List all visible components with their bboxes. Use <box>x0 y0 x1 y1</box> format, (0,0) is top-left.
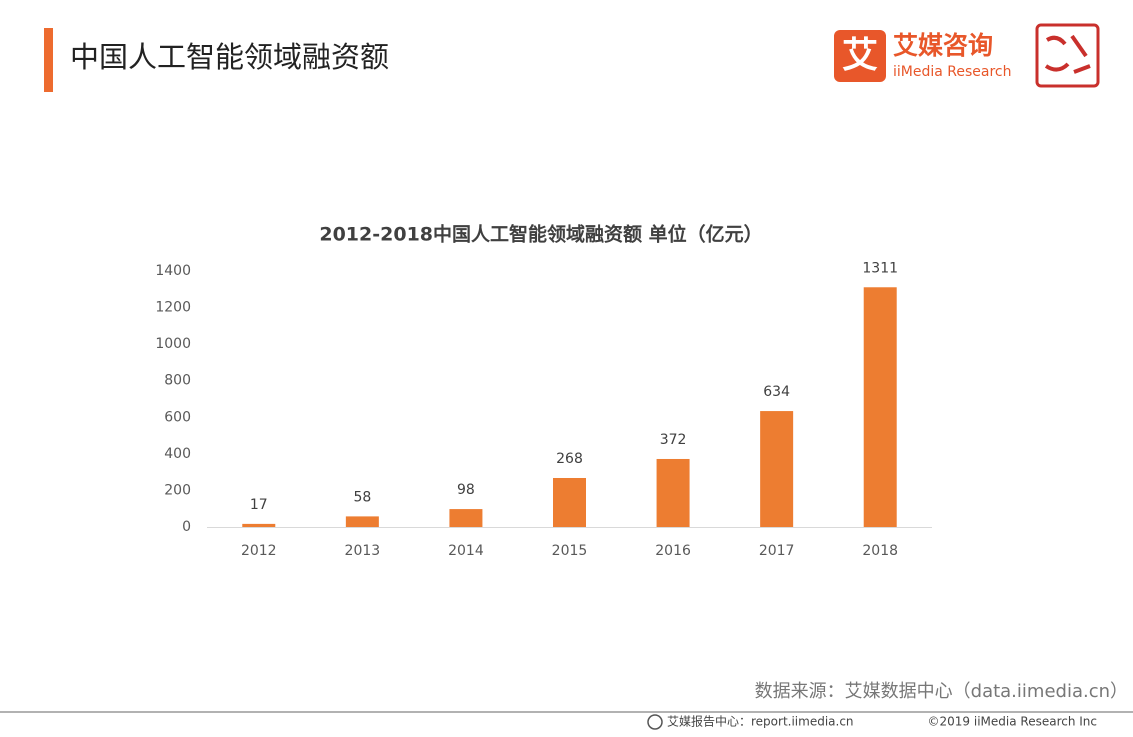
x-tick-label: 2017 <box>759 543 795 559</box>
value-label: 1311 <box>862 260 898 276</box>
x-tick-label: 2015 <box>552 543 588 559</box>
title-accent <box>44 28 53 92</box>
bar <box>242 523 276 527</box>
bar <box>760 411 794 527</box>
logo-box <box>834 30 886 82</box>
chart-title: 2012-2018中国人工智能领域融资额 单位（亿元） <box>319 223 762 246</box>
copyright: ©2019 iiMedia Research Inc <box>928 715 1097 729</box>
y-tick-label: 200 <box>164 482 191 498</box>
globe-icon <box>647 714 663 730</box>
logo-en: iiMedia Research <box>893 64 1012 80</box>
value-label: 17 <box>250 497 268 513</box>
source: 数据来源：艾媒数据中心（data.iimedia.cn） <box>755 681 1128 702</box>
y-tick-label: 1400 <box>155 263 191 279</box>
bar <box>449 509 483 527</box>
bar <box>345 516 379 527</box>
x-tick-label: 2016 <box>655 543 691 559</box>
report-link: 艾媒报告中心：report.iimedia.cn <box>667 714 854 729</box>
x-tick-label: 2013 <box>345 543 381 559</box>
value-label: 98 <box>457 482 475 498</box>
bar <box>553 477 586 527</box>
seal-strokes <box>1044 34 1091 74</box>
value-label: 58 <box>353 489 371 505</box>
bar <box>863 287 897 527</box>
y-tick-label: 1200 <box>155 300 191 316</box>
x-tick-label: 2012 <box>241 543 277 559</box>
y-tick-label: 0 <box>182 519 191 535</box>
y-tick-label: 800 <box>164 373 191 389</box>
y-tick-label: 400 <box>164 446 191 462</box>
y-tick-label: 600 <box>164 409 191 425</box>
seal <box>1035 23 1100 88</box>
value-label: 268 <box>556 451 583 467</box>
x-tick-label: 2018 <box>862 543 898 559</box>
bar <box>656 458 690 527</box>
page-title: 中国人工智能领域融资额 <box>70 40 389 74</box>
logo-icon: 艾 <box>842 35 878 76</box>
value-label: 372 <box>660 432 687 448</box>
x-tick-label: 2014 <box>448 543 484 559</box>
logo-cn: 艾媒咨询 <box>893 31 993 60</box>
y-tick-label: 1000 <box>155 336 191 352</box>
value-label: 634 <box>763 384 790 400</box>
